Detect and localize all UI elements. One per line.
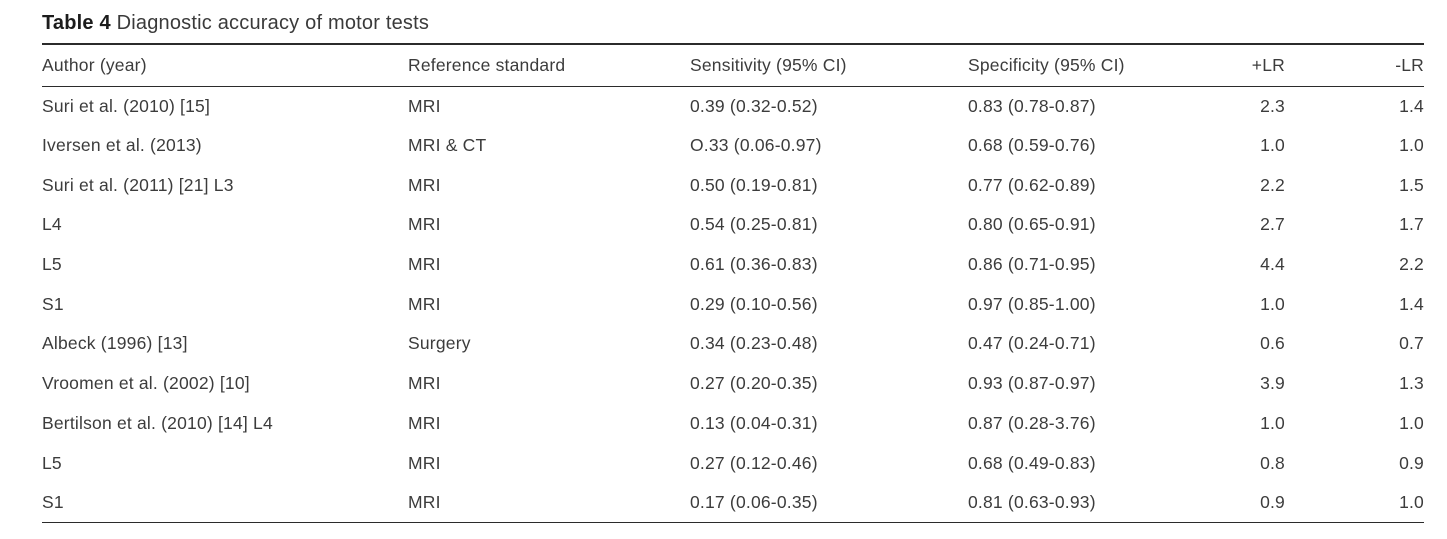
cell-specificity: 0.87 (0.28-3.76) <box>968 412 1096 433</box>
cell-negative-lr: 0.9 <box>1399 452 1424 473</box>
table-row: Albeck (1996) [13] Surgery 0.34 (0.23-0.… <box>42 324 1424 364</box>
column-header-positive-lr: +LR <box>1168 44 1285 87</box>
table-row: Suri et al. (2010) [15] MRI 0.39 (0.32-0… <box>42 86 1424 126</box>
cell-negative-lr: 1.0 <box>1399 412 1424 433</box>
cell-reference-standard: MRI & CT <box>408 135 487 156</box>
table-row: Suri et al. (2011) [21] L3 MRI 0.50 (0.1… <box>42 165 1424 205</box>
cell-specificity: 0.68 (0.49-0.83) <box>968 452 1096 473</box>
cell-negative-lr: 1.3 <box>1399 373 1424 394</box>
table-row: S1 MRI 0.29 (0.10-0.56) 0.97 (0.85-1.00)… <box>42 284 1424 324</box>
cell-author: Vroomen et al. (2002) [10] <box>42 373 250 394</box>
cell-author: S1 <box>42 482 408 524</box>
cell-positive-lr: 2.7 <box>1260 214 1285 235</box>
table-row: Vroomen et al. (2002) [10] MRI 0.27 (0.2… <box>42 364 1424 404</box>
cell-author: Suri et al. (2011) [21] L3 <box>42 174 234 195</box>
cell-positive-lr: 0.6 <box>1260 333 1285 354</box>
cell-specificity: 0.93 (0.87-0.97) <box>968 373 1096 394</box>
cell-author: Suri et al. (2010) [15] <box>42 95 211 116</box>
column-header-reference-standard: Reference standard <box>408 44 690 87</box>
cell-positive-lr: 1.0 <box>1260 293 1285 314</box>
cell-sensitivity: 0.27 (0.20-0.35) <box>690 373 818 394</box>
cell-reference-standard: MRI <box>408 293 441 314</box>
cell-sensitivity: 0.29 (0.10-0.56) <box>690 293 818 314</box>
table-row: Bertilson et al. (2010) [14] L4 MRI 0.13… <box>42 404 1424 444</box>
cell-sensitivity: O.33 (0.06-0.97) <box>690 135 822 156</box>
cell-specificity: 0.80 (0.65-0.91) <box>968 214 1096 235</box>
column-header-negative-lr: -LR <box>1285 44 1424 87</box>
cell-author: Albeck (1996) [13] <box>42 333 188 354</box>
cell-specificity: 0.47 (0.24-0.71) <box>968 333 1096 354</box>
cell-positive-lr: 2.3 <box>1260 95 1285 116</box>
cell-positive-lr: 4.4 <box>1260 254 1285 275</box>
cell-positive-lr: 0.9 <box>1168 482 1285 524</box>
cell-reference-standard: MRI <box>408 412 441 433</box>
cell-specificity: 0.68 (0.59-0.76) <box>968 135 1096 156</box>
cell-negative-lr: 1.4 <box>1399 293 1424 314</box>
cell-author: L5 <box>42 254 62 275</box>
cell-reference-standard: MRI <box>408 95 441 116</box>
diagnostic-accuracy-table: Author (year) Reference standard Sensiti… <box>42 43 1424 524</box>
table-header-row: Author (year) Reference standard Sensiti… <box>42 44 1424 87</box>
cell-negative-lr: 2.2 <box>1399 254 1424 275</box>
cell-positive-lr: 3.9 <box>1260 373 1285 394</box>
table-caption-label: Table 4 <box>42 12 111 34</box>
cell-negative-lr: 0.7 <box>1399 333 1424 354</box>
cell-author: L4 <box>42 214 62 235</box>
cell-specificity: 0.97 (0.85-1.00) <box>968 293 1096 314</box>
cell-author: S1 <box>42 293 64 314</box>
cell-reference-standard: MRI <box>408 174 441 195</box>
cell-positive-lr: 1.0 <box>1260 412 1285 433</box>
table-caption-text: Diagnostic accuracy of motor tests <box>110 12 430 34</box>
cell-negative-lr: 1.5 <box>1399 174 1424 195</box>
cell-sensitivity: 0.61 (0.36-0.83) <box>690 254 818 275</box>
cell-negative-lr: 1.4 <box>1399 95 1424 116</box>
cell-reference-standard: MRI <box>408 254 441 275</box>
cell-positive-lr: 0.8 <box>1260 452 1285 473</box>
cell-specificity: 0.83 (0.78-0.87) <box>968 95 1096 116</box>
cell-reference-standard: MRI <box>408 373 441 394</box>
cell-specificity: 0.77 (0.62-0.89) <box>968 174 1096 195</box>
cell-reference-standard: MRI <box>408 214 441 235</box>
cell-negative-lr: 1.7 <box>1399 214 1424 235</box>
cell-negative-lr: 1.0 <box>1399 135 1424 156</box>
cell-sensitivity: 0.54 (0.25-0.81) <box>690 214 818 235</box>
table-row: L5 MRI 0.27 (0.12-0.46) 0.68 (0.49-0.83)… <box>42 443 1424 483</box>
column-header-author: Author (year) <box>42 44 408 87</box>
cell-positive-lr: 2.2 <box>1260 174 1285 195</box>
table-row: L5 MRI 0.61 (0.36-0.83) 0.86 (0.71-0.95)… <box>42 245 1424 285</box>
cell-sensitivity: 0.13 (0.04-0.31) <box>690 412 818 433</box>
cell-reference-standard: MRI <box>408 452 441 473</box>
cell-sensitivity: 0.39 (0.32-0.52) <box>690 95 818 116</box>
cell-reference-standard: MRI <box>408 482 690 524</box>
cell-positive-lr: 1.0 <box>1260 135 1285 156</box>
cell-sensitivity: 0.50 (0.19-0.81) <box>690 174 818 195</box>
cell-sensitivity: 0.27 (0.12-0.46) <box>690 452 818 473</box>
cell-sensitivity: 0.34 (0.23-0.48) <box>690 333 818 354</box>
cell-sensitivity: 0.17 (0.06-0.35) <box>690 482 968 524</box>
cell-reference-standard: Surgery <box>408 333 471 354</box>
table-caption: Table 4 Diagnostic accuracy of motor tes… <box>42 10 429 36</box>
table-row: S1 MRI 0.17 (0.06-0.35) 0.81 (0.63-0.93)… <box>42 482 1424 524</box>
cell-specificity: 0.86 (0.71-0.95) <box>968 254 1096 275</box>
cell-author: L5 <box>42 452 62 473</box>
column-header-specificity: Specificity (95% CI) <box>968 44 1168 87</box>
column-header-sensitivity: Sensitivity (95% CI) <box>690 44 968 87</box>
table-row: Iversen et al. (2013) MRI & CT O.33 (0.0… <box>42 126 1424 166</box>
table-row: L4 MRI 0.54 (0.25-0.81) 0.80 (0.65-0.91)… <box>42 205 1424 245</box>
cell-author: Bertilson et al. (2010) [14] L4 <box>42 412 273 433</box>
cell-specificity: 0.81 (0.63-0.93) <box>968 482 1168 524</box>
cell-author: Iversen et al. (2013) <box>42 135 202 156</box>
cell-negative-lr: 1.0 <box>1285 482 1424 524</box>
